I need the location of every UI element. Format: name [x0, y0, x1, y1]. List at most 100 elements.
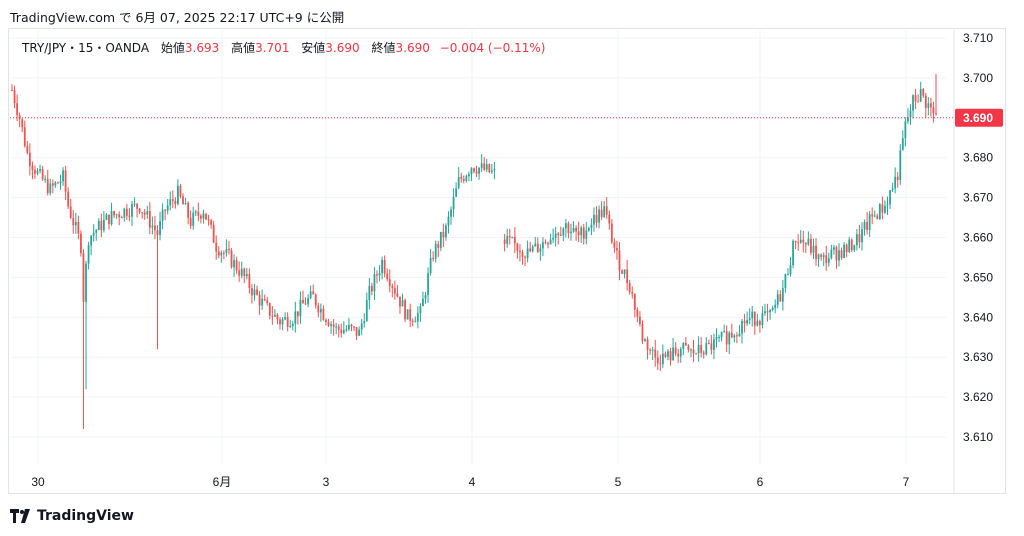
candle-body — [715, 337, 718, 340]
candle-body — [485, 164, 488, 170]
candle-body — [631, 291, 634, 294]
low-value: 3.690 — [325, 41, 360, 55]
candle-body — [894, 176, 897, 189]
candle-body — [649, 349, 652, 351]
candle-body — [802, 239, 805, 243]
candle-body — [335, 326, 338, 328]
candle-body — [707, 343, 710, 345]
candle-body — [748, 318, 751, 320]
candle-body — [539, 248, 542, 252]
candle-body — [891, 188, 894, 191]
candle-body — [378, 273, 381, 276]
candle-body — [559, 234, 562, 236]
candle-body — [452, 196, 455, 210]
candle-body — [169, 199, 172, 206]
candle-body — [192, 212, 195, 226]
candle-body — [44, 178, 47, 180]
candle-body — [205, 213, 207, 220]
candle-body — [424, 295, 427, 299]
candle-body — [115, 214, 118, 216]
candle-body — [462, 178, 465, 181]
y-tick-label: 3.630 — [963, 350, 993, 364]
y-tick-label: 3.640 — [963, 310, 993, 324]
candle-body — [636, 309, 639, 317]
candle-body — [141, 212, 144, 214]
candle-body — [845, 244, 848, 253]
candle-body — [317, 305, 320, 313]
candle-body — [833, 247, 835, 250]
candle-body — [669, 351, 672, 361]
candle-body — [713, 339, 715, 350]
candle-body — [123, 208, 126, 218]
candle-body — [919, 89, 922, 102]
candle-body — [613, 242, 616, 249]
candle-body — [524, 256, 526, 258]
candle-body — [263, 298, 266, 301]
candle-body — [437, 243, 440, 248]
candle-body — [67, 191, 70, 207]
candle-body — [97, 220, 100, 231]
candle-body — [161, 209, 164, 221]
candle-body — [702, 352, 705, 355]
candle-body — [46, 178, 49, 194]
candle-body — [651, 349, 654, 351]
candle-body — [710, 343, 713, 350]
last-price-tag: 3.690 — [955, 108, 1003, 127]
candle-body — [427, 273, 429, 296]
candle-body — [697, 344, 700, 354]
candle-body — [322, 308, 325, 320]
candle-body — [13, 90, 16, 104]
candle-body — [692, 349, 695, 354]
y-tick-label: 3.670 — [963, 191, 993, 205]
candle-body — [863, 222, 866, 230]
candle-body — [31, 165, 34, 170]
candle-body — [401, 300, 404, 307]
candle-body — [595, 214, 598, 223]
candle-body — [105, 214, 108, 220]
tradingview-logo[interactable]: TradingView — [10, 508, 134, 524]
candle-body — [212, 224, 215, 243]
candle-body — [268, 303, 271, 316]
candle-body — [542, 242, 544, 249]
chart-pane[interactable] — [8, 28, 1006, 494]
candle-body — [164, 209, 167, 211]
candle-body — [189, 217, 192, 226]
candle-body — [197, 211, 200, 216]
candle-body — [23, 127, 26, 146]
candle-body — [674, 347, 677, 354]
candle-body — [641, 324, 644, 342]
candle-body — [171, 199, 174, 201]
candle-body — [807, 238, 810, 245]
x-tick-label: 5 — [615, 475, 622, 489]
candle-body — [39, 169, 41, 171]
candle-body — [723, 331, 726, 333]
candle-body — [695, 353, 697, 355]
candle-body — [156, 230, 159, 235]
candle-body — [827, 258, 830, 264]
last-price-label: 3.690 — [963, 111, 993, 125]
x-axis: 30 6月 3 4 5 6 7 — [31, 475, 909, 489]
candle-body — [720, 331, 723, 337]
candle-body — [279, 319, 281, 325]
candle-body — [202, 213, 205, 219]
candle-body — [146, 211, 149, 215]
candle-body — [738, 333, 741, 337]
candle-body — [810, 238, 812, 253]
candle-body — [340, 329, 343, 334]
candle-body — [240, 268, 243, 276]
candle-body — [118, 214, 121, 218]
candle-body — [572, 227, 575, 232]
candle-body — [858, 234, 861, 243]
candle-body — [136, 203, 138, 209]
candle-body — [133, 203, 136, 205]
candle-body — [700, 344, 703, 353]
candle-body — [360, 323, 363, 330]
candle-body — [769, 309, 771, 313]
candle-body — [309, 291, 312, 298]
candle-body — [166, 205, 169, 211]
candle-body — [391, 286, 394, 288]
candle-body — [792, 240, 794, 266]
low-label: 安値 — [301, 41, 326, 55]
candle-body — [878, 204, 881, 219]
